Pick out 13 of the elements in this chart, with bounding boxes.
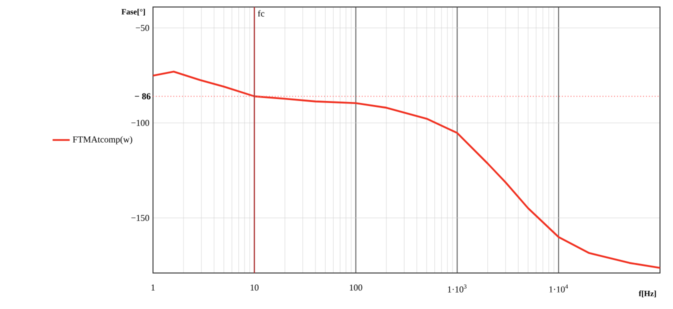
y-tick-label: −150 [131,214,150,221]
x-tick-label: 100 [350,284,362,291]
legend-label: FTMAtcomp(w) [72,136,132,144]
x-tick-label: 10 [250,284,259,291]
x-tick-label: 1·10$^{4}$ [549,284,568,292]
y-tick-label: −100 [131,120,150,126]
y-axis-title: Fase[°] [122,8,145,16]
y-tick-label: −50 [136,24,150,31]
ref-line-label: fc [258,10,264,17]
x-tick-label: 1 [152,284,155,290]
x-tick-label: 1·10$^{3}$ [448,284,466,292]
x-axis-title: f[Hz] [638,290,656,298]
ref-line-label: − 86 [134,93,151,100]
